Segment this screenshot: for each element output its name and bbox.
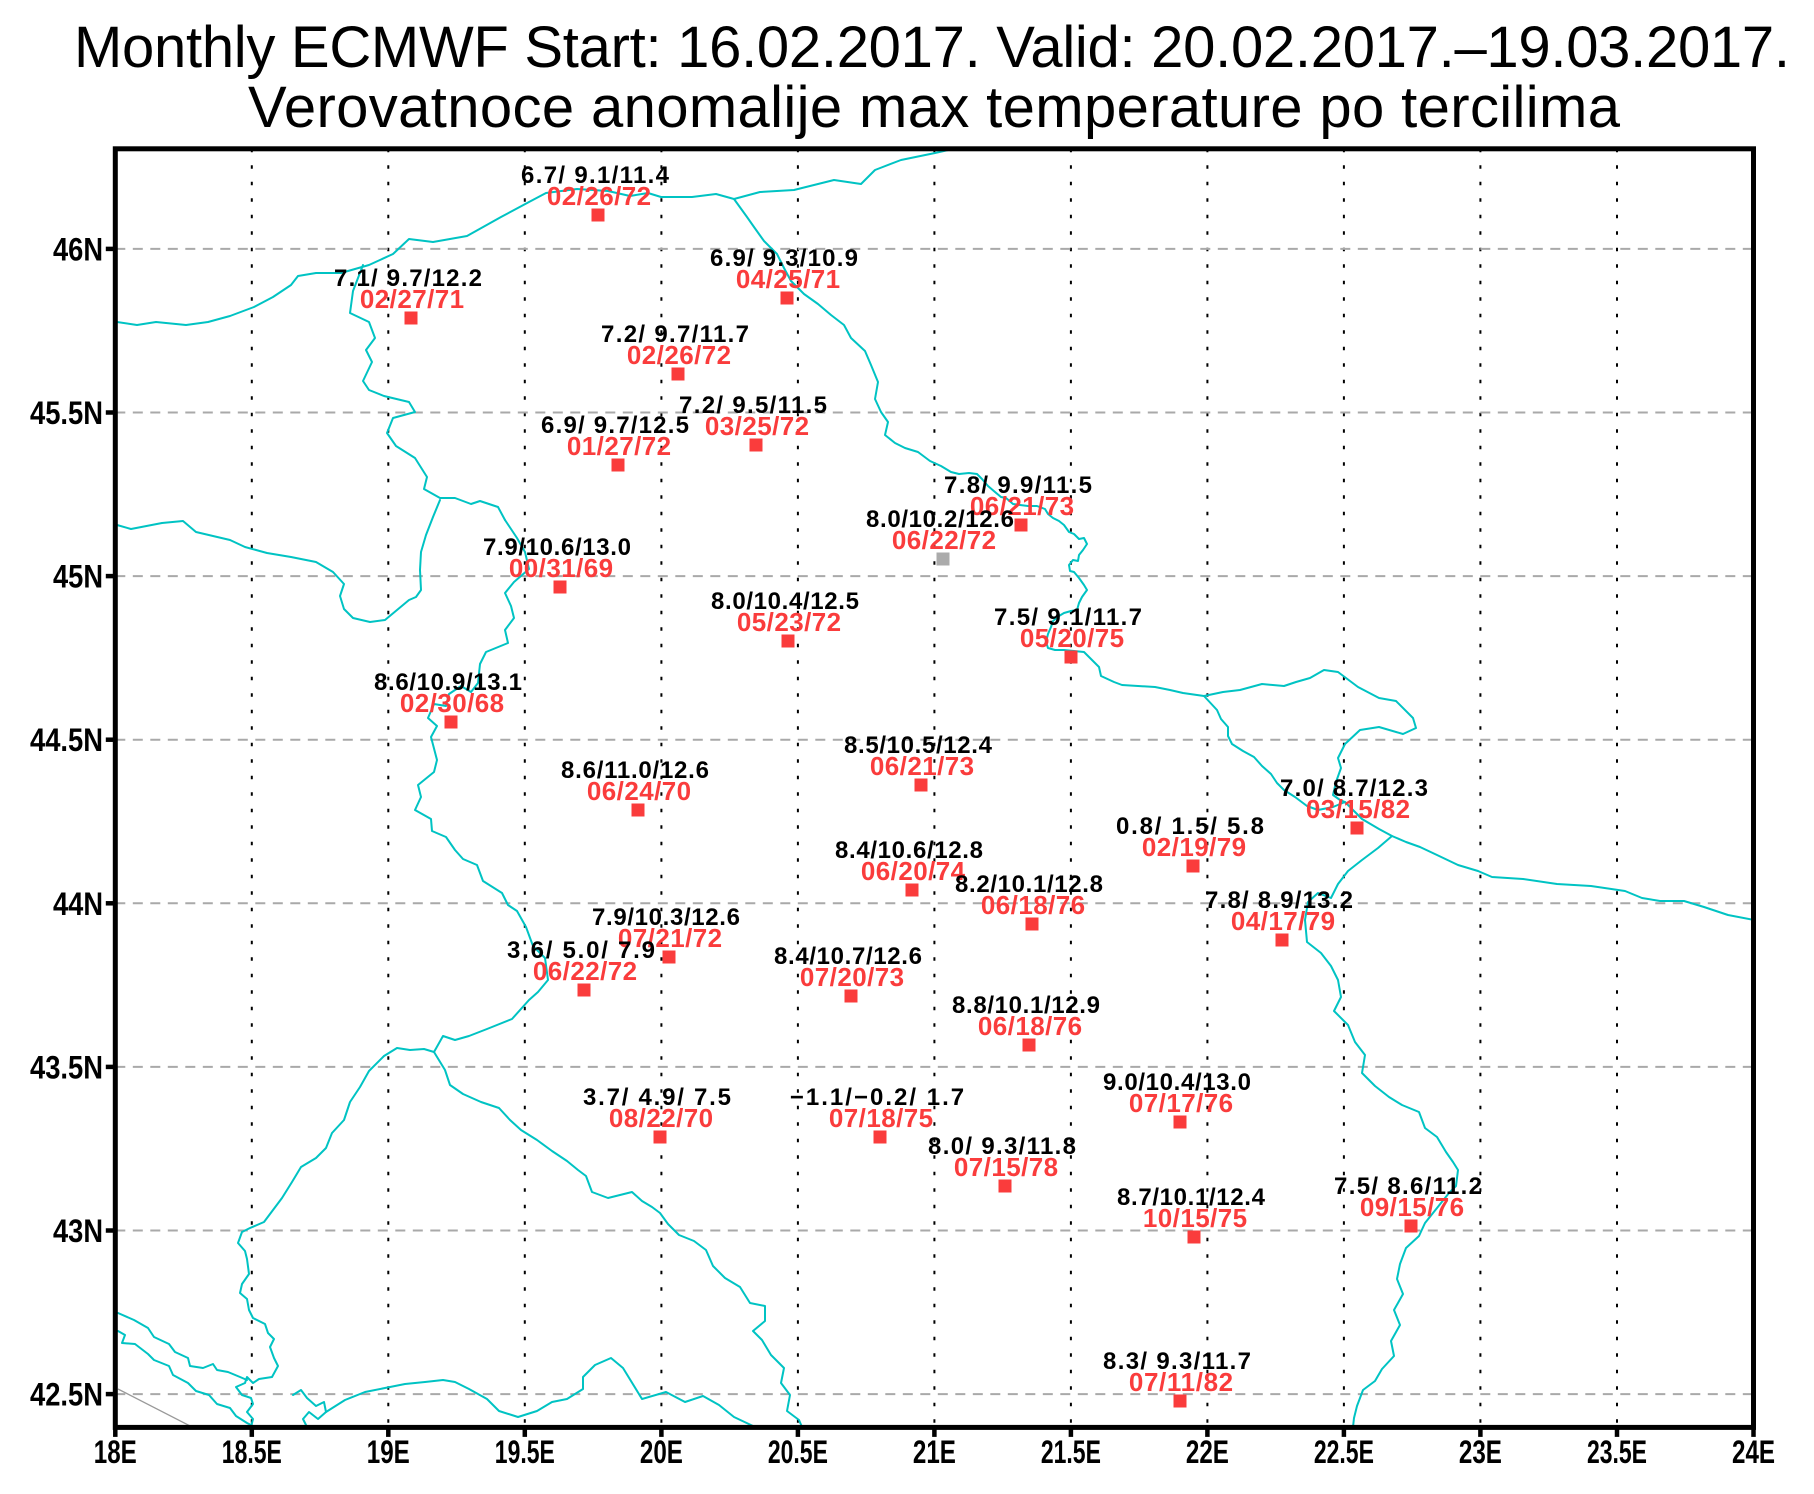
- svg-text:42.5N: 42.5N: [30, 1377, 103, 1413]
- svg-text:43.5N: 43.5N: [30, 1049, 103, 1085]
- svg-text:−1.1/−0.2/ 1.7: −1.1/−0.2/ 1.7: [790, 1084, 964, 1111]
- svg-text:8.5/10.5/12.4: 8.5/10.5/12.4: [844, 732, 993, 759]
- svg-text:8.3/ 9.3/11.7: 8.3/ 9.3/11.7: [1103, 1348, 1251, 1375]
- svg-text:06/20/74: 06/20/74: [861, 856, 966, 886]
- svg-text:23E: 23E: [1459, 1434, 1502, 1470]
- svg-text:6.7/ 9.1/11.4: 6.7/ 9.1/11.4: [521, 162, 670, 189]
- svg-text:21E: 21E: [913, 1434, 956, 1470]
- svg-text:46N: 46N: [53, 231, 103, 267]
- svg-text:7.9/10.6/13.0: 7.9/10.6/13.0: [483, 534, 631, 561]
- svg-text:06/22/72: 06/22/72: [892, 525, 996, 555]
- svg-text:05/20/75: 05/20/75: [1020, 623, 1124, 653]
- svg-text:02/27/71: 02/27/71: [360, 284, 464, 314]
- svg-text:8.4/10.7/12.6: 8.4/10.7/12.6: [774, 943, 922, 970]
- svg-text:8.4/10.6/12.8: 8.4/10.6/12.8: [835, 837, 983, 864]
- svg-text:9.0/10.4/13.0: 9.0/10.4/13.0: [1103, 1069, 1251, 1096]
- svg-text:43N: 43N: [53, 1213, 103, 1249]
- svg-text:18E: 18E: [94, 1434, 137, 1470]
- svg-text:02/30/68: 02/30/68: [400, 688, 504, 718]
- svg-text:07/15/78: 07/15/78: [954, 1152, 1058, 1182]
- svg-text:01/27/72: 01/27/72: [567, 431, 671, 461]
- svg-text:45.5N: 45.5N: [30, 395, 103, 431]
- svg-text:03/25/72: 03/25/72: [705, 411, 809, 441]
- svg-text:04/25/71: 04/25/71: [736, 264, 840, 294]
- svg-text:20E: 20E: [640, 1434, 683, 1470]
- svg-text:7.8/ 9.9/11.5: 7.8/ 9.9/11.5: [944, 472, 1092, 499]
- svg-text:06/22/72: 06/22/72: [533, 956, 637, 986]
- svg-text:06/18/76: 06/18/76: [978, 1011, 1082, 1041]
- svg-text:07/18/75: 07/18/75: [829, 1103, 933, 1133]
- svg-text:7.5/ 9.1/11.7: 7.5/ 9.1/11.7: [994, 604, 1142, 631]
- svg-text:0.8/ 1.5/ 5.8: 0.8/ 1.5/ 5.8: [1116, 813, 1264, 840]
- svg-text:3.7/ 4.9/ 7.5: 3.7/ 4.9/ 7.5: [583, 1084, 731, 1111]
- svg-text:8.0/ 9.3/11.8: 8.0/ 9.3/11.8: [928, 1133, 1076, 1160]
- svg-text:10/15/75: 10/15/75: [1143, 1203, 1247, 1233]
- svg-text:02/26/72: 02/26/72: [627, 340, 731, 370]
- svg-text:8.8/10.1/12.9: 8.8/10.1/12.9: [952, 992, 1100, 1019]
- svg-text:05/23/72: 05/23/72: [737, 607, 841, 637]
- svg-text:8.2/10.1/12.8: 8.2/10.1/12.8: [955, 871, 1103, 898]
- svg-text:8.0/10.2/12.6: 8.0/10.2/12.6: [866, 506, 1014, 533]
- svg-text:18.5E: 18.5E: [222, 1434, 282, 1470]
- svg-text:3.6/ 5.0/ 7.9: 3.6/ 5.0/ 7.9: [507, 937, 655, 964]
- svg-text:07/17/76: 07/17/76: [1129, 1088, 1233, 1118]
- svg-text:20.5E: 20.5E: [768, 1434, 828, 1470]
- svg-text:07/11/82: 07/11/82: [1129, 1367, 1233, 1397]
- svg-text:03/15/82: 03/15/82: [1306, 794, 1410, 824]
- svg-text:04/17/79: 04/17/79: [1231, 906, 1335, 936]
- svg-text:22E: 22E: [1186, 1434, 1229, 1470]
- svg-text:Monthly ECMWF Start: 16.02.201: Monthly ECMWF Start: 16.02.2017. Valid: …: [74, 15, 1790, 80]
- svg-text:7.9/10.3/12.6: 7.9/10.3/12.6: [592, 904, 740, 931]
- svg-text:00/31/69: 00/31/69: [509, 553, 613, 583]
- svg-text:07/21/72: 07/21/72: [618, 923, 722, 953]
- svg-text:06/18/76: 06/18/76: [981, 890, 1085, 920]
- svg-text:44N: 44N: [53, 886, 103, 922]
- svg-text:19.5E: 19.5E: [495, 1434, 555, 1470]
- svg-text:24E: 24E: [1732, 1434, 1775, 1470]
- svg-text:21.5E: 21.5E: [1041, 1434, 1101, 1470]
- svg-text:02/26/72: 02/26/72: [547, 181, 651, 211]
- svg-text:06/24/70: 06/24/70: [587, 776, 691, 806]
- svg-text:08/22/70: 08/22/70: [609, 1103, 713, 1133]
- svg-text:44.5N: 44.5N: [30, 722, 103, 758]
- svg-text:7.2/ 9.7/11.7: 7.2/ 9.7/11.7: [601, 321, 749, 348]
- svg-text:Verovatnoce anomalije max temp: Verovatnoce anomalije max temperature po…: [248, 75, 1621, 140]
- svg-text:22.5E: 22.5E: [1314, 1434, 1374, 1470]
- svg-text:07/20/73: 07/20/73: [800, 962, 904, 992]
- svg-text:7.5/ 8.6/11.2: 7.5/ 8.6/11.2: [1334, 1173, 1482, 1200]
- svg-text:8.6/10.9/13.1: 8.6/10.9/13.1: [374, 669, 522, 696]
- svg-text:7.2/ 9.5/11.5: 7.2/ 9.5/11.5: [679, 392, 827, 419]
- svg-text:06/21/73: 06/21/73: [870, 751, 974, 781]
- svg-text:19E: 19E: [367, 1434, 410, 1470]
- svg-text:8.0/10.4/12.5: 8.0/10.4/12.5: [711, 588, 859, 615]
- svg-text:23.5E: 23.5E: [1587, 1434, 1647, 1470]
- svg-text:8.7/10.1/12.4: 8.7/10.1/12.4: [1117, 1184, 1266, 1211]
- svg-text:06/21/73: 06/21/73: [970, 491, 1074, 521]
- svg-text:09/15/76: 09/15/76: [1360, 1192, 1464, 1222]
- svg-text:45N: 45N: [53, 559, 103, 595]
- svg-text:02/19/79: 02/19/79: [1142, 832, 1246, 862]
- svg-text:8.6/11.0/12.6: 8.6/11.0/12.6: [561, 757, 709, 784]
